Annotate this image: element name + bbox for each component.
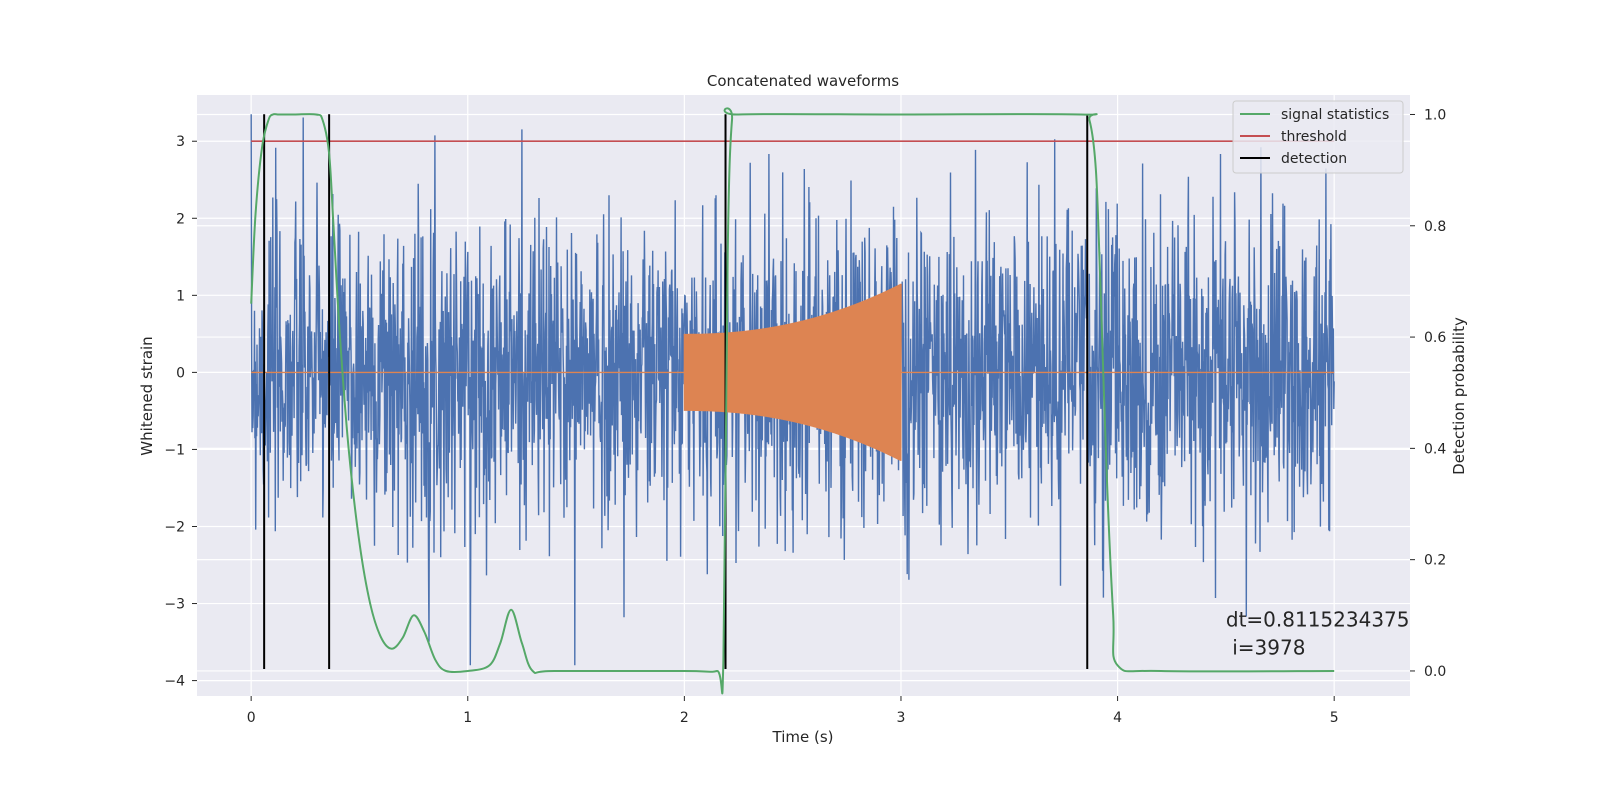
- x-tick-label: 2: [680, 710, 689, 726]
- legend-label-signal-statistics: signal statistics: [1281, 107, 1389, 123]
- chart-title: Concatenated waveforms: [707, 72, 899, 90]
- y-tick-label: 2: [176, 211, 185, 227]
- legend-box: [1232, 100, 1404, 174]
- y2-tick-label: 0.8: [1424, 219, 1446, 235]
- y2-tick-label: 0.4: [1424, 441, 1446, 457]
- y-tick-label: −4: [164, 674, 185, 690]
- y-tick-label: −2: [164, 519, 185, 535]
- x-tick-label: 5: [1330, 710, 1339, 726]
- legend-label-detection: detection: [1281, 151, 1347, 167]
- x-tick-label: 0: [247, 710, 256, 726]
- y2-axis-label: Detection probability: [1450, 317, 1468, 475]
- axes: 0 1 2 3 4 5 −4 −3 −2 −1 0 1 2 3 0.0 0.2 0.4 0.6 0.8 1.0: [164, 107, 1446, 726]
- y-tick-label: 1: [176, 288, 185, 304]
- legend-label-threshold: threshold: [1281, 129, 1347, 145]
- legend: signal statistics threshold detection: [1232, 100, 1404, 174]
- y-tick-label: −3: [164, 597, 185, 613]
- y2-tick-label: 0.0: [1424, 664, 1446, 680]
- plot-data: [250, 107, 1335, 695]
- annotation-dt: dt=0.8115234375: [1226, 608, 1410, 632]
- annotation-index: i=3978: [1226, 636, 1306, 660]
- y2-tick-label: 1.0: [1424, 107, 1446, 123]
- x-tick-label: 1: [463, 710, 472, 726]
- y-tick-label: 0: [176, 365, 185, 381]
- signal-statistics-line: [250, 107, 1335, 695]
- y2-tick-label: 0.2: [1424, 553, 1446, 569]
- annotation: dt=0.8115234375 i=3978: [1226, 608, 1410, 660]
- x-axis-label: Time (s): [772, 728, 834, 746]
- injected-waveform-line: [251, 283, 1335, 461]
- strain-series-line: [250, 114, 1335, 666]
- x-tick-label: 4: [1113, 710, 1122, 726]
- x-tick-label: 3: [897, 710, 906, 726]
- y-tick-label: −1: [164, 442, 185, 458]
- y2-tick-label: 0.6: [1424, 330, 1446, 346]
- y-axis-label: Whitened strain: [138, 336, 156, 455]
- y-tick-label: 3: [176, 134, 185, 150]
